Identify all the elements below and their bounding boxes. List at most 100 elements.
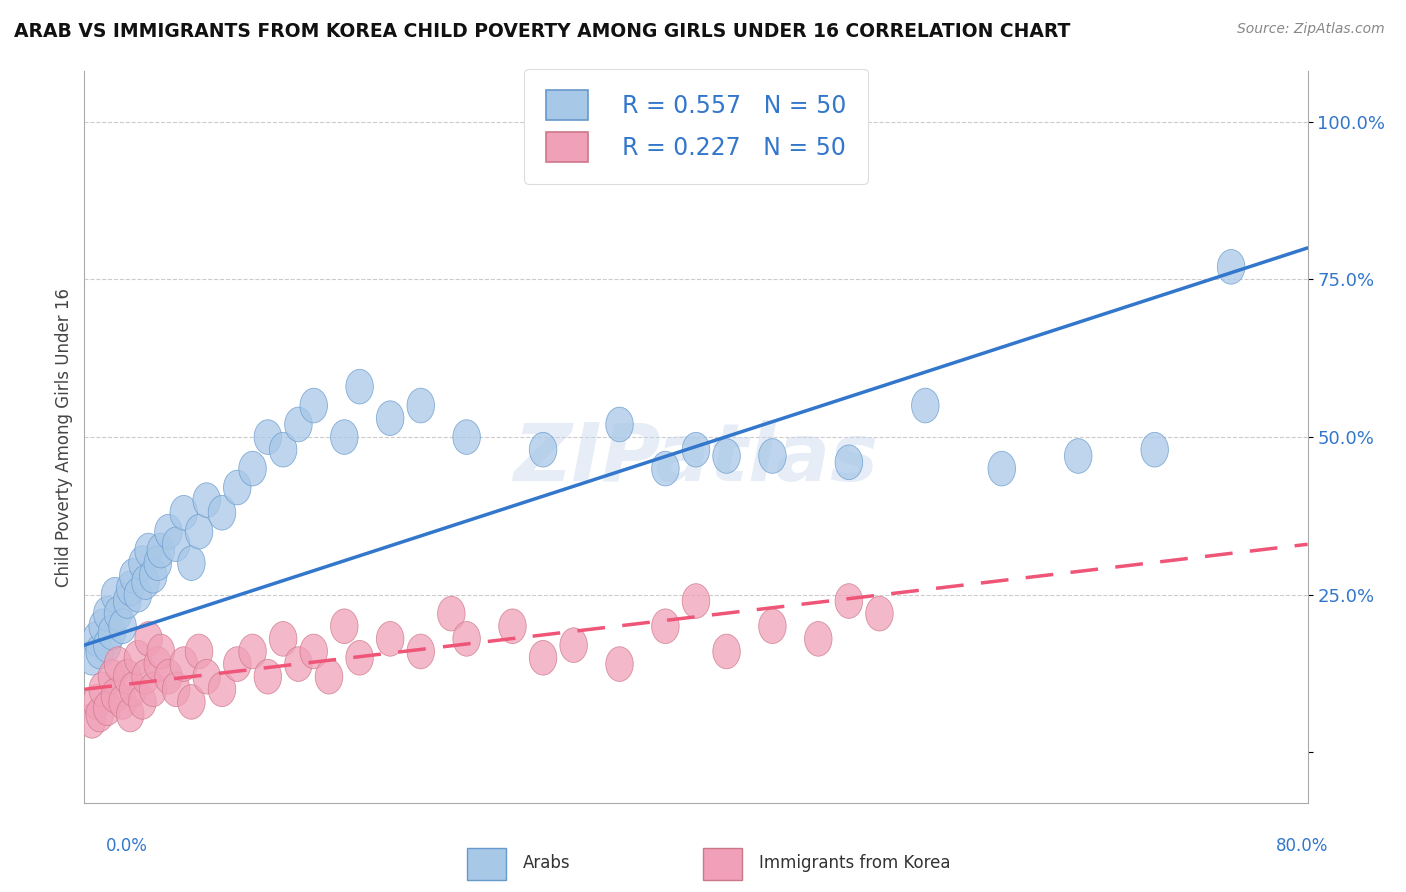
Ellipse shape bbox=[835, 445, 863, 480]
Ellipse shape bbox=[284, 647, 312, 681]
Ellipse shape bbox=[835, 583, 863, 618]
Ellipse shape bbox=[143, 647, 172, 681]
Ellipse shape bbox=[453, 420, 481, 454]
Ellipse shape bbox=[224, 647, 252, 681]
Ellipse shape bbox=[79, 704, 105, 739]
Ellipse shape bbox=[186, 634, 212, 669]
Ellipse shape bbox=[101, 678, 129, 713]
Ellipse shape bbox=[135, 622, 162, 657]
Ellipse shape bbox=[239, 634, 266, 669]
Ellipse shape bbox=[129, 546, 156, 581]
Ellipse shape bbox=[651, 609, 679, 644]
Ellipse shape bbox=[529, 433, 557, 467]
Ellipse shape bbox=[120, 558, 148, 593]
Ellipse shape bbox=[132, 659, 159, 694]
Ellipse shape bbox=[114, 659, 141, 694]
Ellipse shape bbox=[254, 659, 281, 694]
Ellipse shape bbox=[299, 634, 328, 669]
Ellipse shape bbox=[94, 691, 121, 725]
Ellipse shape bbox=[270, 433, 297, 467]
Ellipse shape bbox=[804, 622, 832, 657]
Ellipse shape bbox=[224, 470, 252, 505]
Ellipse shape bbox=[1064, 439, 1092, 474]
Ellipse shape bbox=[117, 698, 143, 731]
Ellipse shape bbox=[86, 698, 114, 731]
Ellipse shape bbox=[1140, 433, 1168, 467]
Ellipse shape bbox=[162, 672, 190, 706]
Ellipse shape bbox=[560, 628, 588, 663]
Ellipse shape bbox=[315, 659, 343, 694]
Ellipse shape bbox=[682, 433, 710, 467]
Ellipse shape bbox=[713, 439, 741, 474]
Ellipse shape bbox=[453, 622, 481, 657]
Ellipse shape bbox=[239, 451, 266, 486]
Ellipse shape bbox=[193, 659, 221, 694]
Ellipse shape bbox=[148, 634, 174, 669]
Ellipse shape bbox=[377, 622, 404, 657]
Legend:   R = 0.557   N = 50,   R = 0.227   N = 50: R = 0.557 N = 50, R = 0.227 N = 50 bbox=[524, 69, 868, 184]
Ellipse shape bbox=[529, 640, 557, 675]
Ellipse shape bbox=[682, 583, 710, 618]
Ellipse shape bbox=[98, 659, 125, 694]
Text: Source: ZipAtlas.com: Source: ZipAtlas.com bbox=[1237, 22, 1385, 37]
Text: 0.0%: 0.0% bbox=[105, 837, 148, 855]
Ellipse shape bbox=[89, 609, 117, 644]
Text: ZIPatlas: ZIPatlas bbox=[513, 420, 879, 498]
Ellipse shape bbox=[254, 420, 281, 454]
Ellipse shape bbox=[139, 672, 167, 706]
FancyBboxPatch shape bbox=[467, 848, 506, 880]
Ellipse shape bbox=[284, 407, 312, 442]
Ellipse shape bbox=[499, 609, 526, 644]
Ellipse shape bbox=[120, 672, 148, 706]
Ellipse shape bbox=[108, 684, 136, 719]
Text: ARAB VS IMMIGRANTS FROM KOREA CHILD POVERTY AMONG GIRLS UNDER 16 CORRELATION CHA: ARAB VS IMMIGRANTS FROM KOREA CHILD POVE… bbox=[14, 22, 1070, 41]
Ellipse shape bbox=[437, 596, 465, 631]
Y-axis label: Child Poverty Among Girls Under 16: Child Poverty Among Girls Under 16 bbox=[55, 287, 73, 587]
Ellipse shape bbox=[129, 684, 156, 719]
Ellipse shape bbox=[83, 622, 110, 657]
FancyBboxPatch shape bbox=[703, 848, 742, 880]
Ellipse shape bbox=[406, 634, 434, 669]
Text: Arabs: Arabs bbox=[523, 854, 571, 872]
Ellipse shape bbox=[170, 647, 197, 681]
Ellipse shape bbox=[114, 583, 141, 618]
Ellipse shape bbox=[208, 495, 236, 530]
Ellipse shape bbox=[170, 495, 197, 530]
Ellipse shape bbox=[406, 388, 434, 423]
Ellipse shape bbox=[94, 596, 121, 631]
Ellipse shape bbox=[377, 401, 404, 435]
Ellipse shape bbox=[346, 369, 374, 404]
Ellipse shape bbox=[79, 640, 105, 675]
Ellipse shape bbox=[155, 515, 183, 549]
Ellipse shape bbox=[606, 647, 633, 681]
Ellipse shape bbox=[330, 420, 359, 454]
Ellipse shape bbox=[143, 546, 172, 581]
Ellipse shape bbox=[124, 577, 152, 612]
Ellipse shape bbox=[186, 515, 212, 549]
Ellipse shape bbox=[330, 609, 359, 644]
Ellipse shape bbox=[346, 640, 374, 675]
Ellipse shape bbox=[104, 596, 132, 631]
Ellipse shape bbox=[101, 577, 129, 612]
Ellipse shape bbox=[299, 388, 328, 423]
Ellipse shape bbox=[193, 483, 221, 517]
Ellipse shape bbox=[117, 571, 143, 606]
Ellipse shape bbox=[98, 615, 125, 650]
Ellipse shape bbox=[759, 439, 786, 474]
Text: 80.0%: 80.0% bbox=[1277, 837, 1329, 855]
Ellipse shape bbox=[911, 388, 939, 423]
Ellipse shape bbox=[651, 451, 679, 486]
Ellipse shape bbox=[135, 533, 162, 568]
Ellipse shape bbox=[94, 628, 121, 663]
Ellipse shape bbox=[1218, 250, 1244, 285]
Text: Immigrants from Korea: Immigrants from Korea bbox=[759, 854, 950, 872]
Ellipse shape bbox=[155, 659, 183, 694]
Ellipse shape bbox=[988, 451, 1015, 486]
Ellipse shape bbox=[124, 640, 152, 675]
Ellipse shape bbox=[177, 684, 205, 719]
Ellipse shape bbox=[606, 407, 633, 442]
Ellipse shape bbox=[132, 565, 159, 599]
Ellipse shape bbox=[89, 672, 117, 706]
Ellipse shape bbox=[104, 647, 132, 681]
Ellipse shape bbox=[713, 634, 741, 669]
